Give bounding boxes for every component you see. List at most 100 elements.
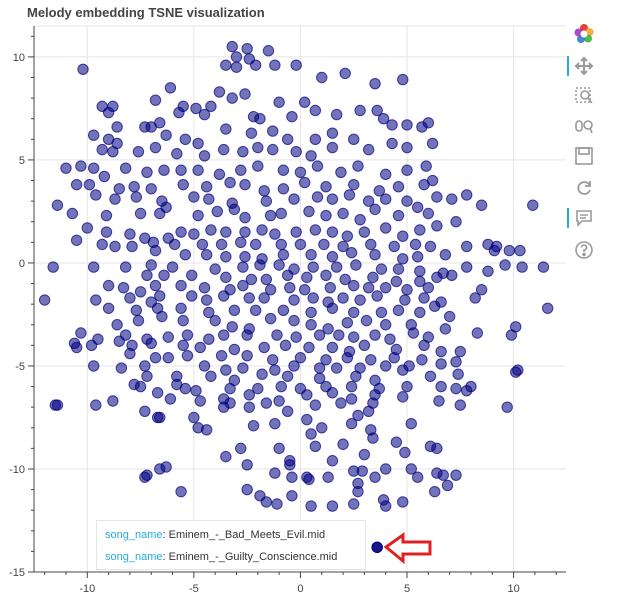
scatter-point — [371, 104, 383, 117]
scatter-point — [273, 259, 285, 271]
scatter-point — [269, 417, 281, 430]
scatter-point — [316, 422, 328, 434]
scatter-point — [409, 238, 422, 251]
scatter-point — [130, 304, 143, 317]
scatter-point — [70, 341, 83, 354]
scatter-point — [181, 329, 194, 341]
scatter-point — [326, 387, 339, 399]
scatter-point — [348, 133, 360, 146]
scatter-point — [431, 220, 443, 232]
scatter-point — [333, 329, 345, 341]
scatter-point — [194, 341, 206, 354]
scatter-point — [362, 281, 375, 294]
scatter-point — [273, 96, 285, 108]
scatter-point — [235, 164, 247, 176]
scatter-point — [390, 436, 403, 448]
scatter-point — [311, 191, 324, 203]
scatter-point — [220, 450, 232, 463]
scatter-point — [141, 269, 153, 282]
scatter-point — [358, 226, 371, 238]
scatter-point — [294, 352, 307, 364]
scatter-point — [230, 61, 243, 73]
x-tick-label: 10 — [507, 583, 519, 595]
box-zoom-icon[interactable] — [572, 84, 596, 108]
scatter-point — [360, 314, 373, 327]
scatter-point — [209, 314, 221, 327]
scatter-point — [348, 178, 360, 191]
scatter-point — [362, 405, 375, 417]
scatter-point — [154, 117, 166, 129]
scatter-point — [60, 162, 72, 174]
scatter-point — [326, 226, 339, 238]
pan-icon[interactable] — [567, 54, 596, 78]
scatter-point — [424, 370, 437, 382]
scatter-point — [354, 104, 366, 117]
scatter-point — [397, 496, 409, 508]
scatter-point — [269, 467, 281, 479]
scatter-point — [390, 275, 403, 288]
scatter-point — [313, 329, 326, 341]
scatter-point — [422, 281, 435, 294]
scatter-point — [379, 319, 392, 331]
scatter-point — [247, 420, 260, 432]
scatter-point — [326, 341, 339, 354]
scatter-point — [267, 125, 279, 137]
scatter-point — [352, 160, 364, 172]
scatter-point — [397, 364, 409, 376]
scatter-point — [471, 327, 484, 339]
scatter-point — [322, 323, 334, 335]
scatter-point — [252, 141, 264, 154]
scatter-point — [205, 370, 217, 382]
scatter-point — [335, 166, 347, 178]
scatter-plot[interactable]: 10 5 0 -5 -10 -15 -10 -5 0 5 10 — [0, 0, 566, 606]
scatter-point — [218, 329, 230, 341]
scatter-point — [305, 500, 317, 512]
scatter-point — [85, 339, 98, 352]
scatter-point — [330, 362, 343, 374]
scatter-point — [290, 145, 302, 158]
scatter-point — [128, 378, 140, 391]
bokeh-logo-icon[interactable] — [572, 22, 596, 46]
tooltip-key: song_name — [105, 551, 163, 563]
scatter-point — [128, 181, 140, 193]
scatter-point — [475, 199, 488, 211]
scatter-point — [205, 224, 217, 236]
scatter-point — [450, 382, 462, 395]
scatter-point — [443, 310, 456, 323]
scatter-point — [303, 205, 315, 218]
help-icon[interactable] — [572, 238, 596, 262]
scatter-point — [414, 265, 426, 277]
scatter-point — [326, 455, 339, 467]
scatter-point — [98, 170, 111, 183]
save-icon[interactable] — [572, 144, 596, 168]
scatter-point — [154, 411, 166, 424]
scatter-point — [454, 345, 466, 358]
scatter-points — [38, 40, 554, 553]
scatter-point — [194, 395, 206, 407]
scatter-point — [271, 329, 283, 341]
scatter-point — [405, 417, 417, 430]
scatter-point — [149, 244, 162, 257]
scatter-point — [281, 133, 294, 146]
scatter-point — [431, 442, 443, 455]
wheel-zoom-icon[interactable] — [572, 114, 596, 138]
scatter-point — [482, 265, 494, 277]
reset-icon[interactable] — [572, 176, 596, 200]
scatter-point — [119, 261, 132, 273]
scatter-point — [326, 302, 339, 314]
scatter-point — [341, 230, 354, 242]
scatter-point — [288, 294, 300, 306]
scatter-point — [149, 352, 162, 364]
scatter-point — [175, 164, 187, 176]
scatter-point — [392, 304, 405, 317]
scatter-point — [107, 395, 119, 407]
scatter-point — [433, 395, 445, 407]
scatter-point — [414, 306, 426, 319]
scatter-point — [401, 380, 413, 393]
scatter-point — [235, 236, 247, 249]
scatter-point — [446, 193, 458, 205]
scatter-point — [198, 360, 211, 372]
scatter-point — [200, 249, 213, 261]
hover-icon[interactable] — [567, 206, 596, 230]
scatter-point — [162, 331, 174, 343]
